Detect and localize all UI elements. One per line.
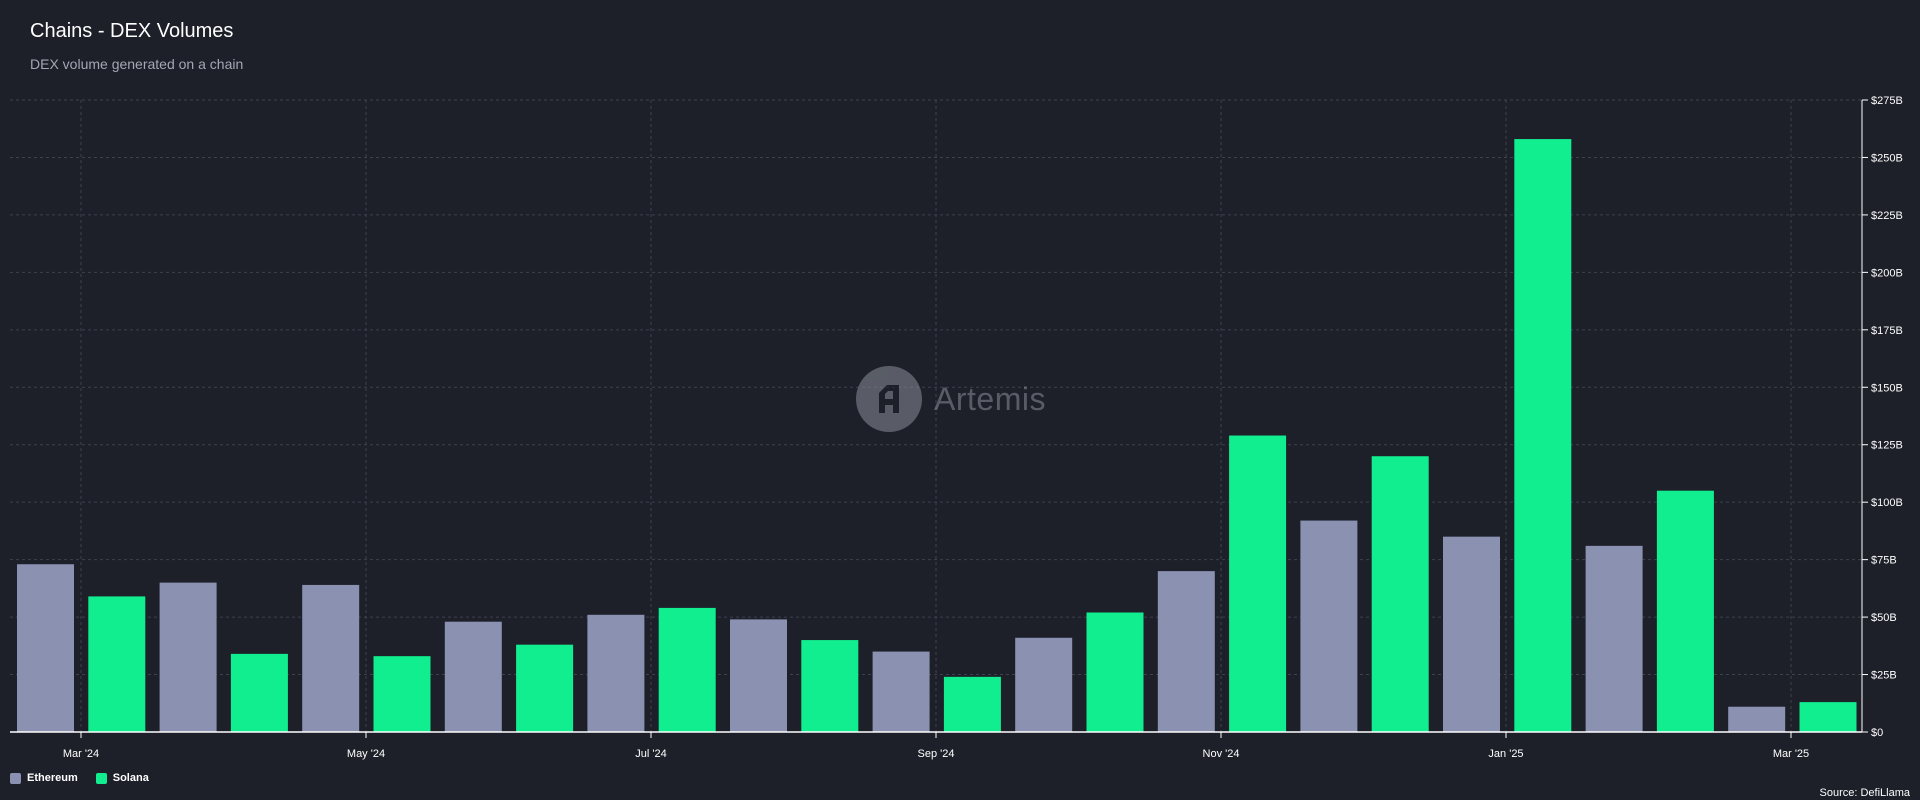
bar-ethereum: [444, 621, 502, 732]
y-tick-label: $25B: [1871, 670, 1897, 682]
source-note: Source: DefiLlama: [1819, 787, 1911, 799]
bar-ethereum: [159, 582, 217, 732]
bar-solana: [1229, 435, 1287, 732]
x-tick-label: Jan '25: [1488, 748, 1523, 760]
artemis-watermark: Artemis: [856, 366, 1046, 432]
y-tick-label: $175B: [1871, 325, 1903, 337]
y-tick-label: $250B: [1871, 152, 1903, 164]
y-tick-label: $75B: [1871, 555, 1897, 567]
x-tick-label: Sep '24: [918, 748, 955, 760]
y-tick-label: $100B: [1871, 497, 1903, 509]
bar-ethereum: [1728, 706, 1786, 732]
legend-label-ethereum: Ethereum: [27, 772, 78, 784]
y-tick-label: $200B: [1871, 267, 1903, 279]
bar-solana: [1799, 702, 1857, 732]
bar-ethereum: [1157, 571, 1215, 732]
bar-solana: [1371, 456, 1429, 732]
chart-legend: Ethereum Solana: [10, 772, 149, 784]
legend-swatch-solana: [95, 772, 107, 784]
legend-label-solana: Solana: [112, 772, 149, 784]
y-tick-label: $50B: [1871, 612, 1897, 624]
bar-solana: [801, 640, 859, 732]
bar-ethereum: [1585, 545, 1643, 732]
legend-swatch-ethereum: [10, 772, 21, 784]
bar-ethereum: [872, 651, 930, 732]
chart-subtitle: DEX volume generated on a chain: [30, 56, 244, 72]
legend-item-ethereum[interactable]: Ethereum: [10, 772, 78, 784]
bar-solana: [1656, 490, 1714, 732]
y-tick-label: $275B: [1871, 95, 1903, 107]
bar-solana: [658, 607, 716, 732]
bar-solana: [516, 644, 574, 732]
watermark-text: Artemis: [934, 380, 1046, 417]
bar-ethereum: [730, 619, 787, 732]
bar-ethereum: [17, 564, 74, 732]
x-tick-label: Mar '25: [1773, 748, 1809, 760]
legend-item-solana[interactable]: Solana: [95, 772, 149, 784]
bar-solana: [88, 596, 146, 732]
bar-ethereum: [1015, 637, 1073, 732]
x-tick-label: Nov '24: [1203, 748, 1240, 760]
y-tick-label: $225B: [1871, 210, 1903, 222]
bar-solana: [230, 653, 288, 732]
bar-ethereum: [302, 584, 360, 732]
x-tick-label: Mar '24: [63, 748, 99, 760]
y-tick-label: $150B: [1871, 382, 1903, 394]
y-tick-label: $125B: [1871, 440, 1903, 452]
bar-solana: [943, 676, 1001, 732]
bar-ethereum: [1300, 520, 1358, 732]
bar-solana: [373, 656, 431, 732]
bar-ethereum: [587, 614, 645, 732]
bar-solana: [1086, 612, 1144, 732]
chart-title: Chains - DEX Volumes: [30, 20, 234, 42]
x-tick-label: Jul '24: [635, 748, 666, 760]
bar-ethereum: [1443, 536, 1500, 732]
artemis-logo-icon: [856, 366, 922, 432]
y-tick-label: $0: [1871, 727, 1883, 739]
bar-solana: [1514, 139, 1572, 732]
x-tick-label: May '24: [347, 748, 385, 760]
